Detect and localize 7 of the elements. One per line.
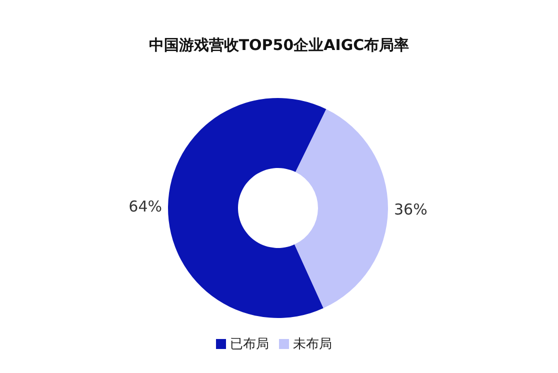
donut-slice bbox=[294, 109, 388, 308]
donut-slice bbox=[168, 98, 326, 318]
data-label: 64% bbox=[128, 197, 162, 216]
legend-label: 已布局 bbox=[230, 337, 269, 352]
chart-title: 中国游戏营收TOP50企业AIGC布局率 bbox=[148, 36, 410, 55]
data-label: 36% bbox=[394, 200, 428, 219]
legend-label: 未布局 bbox=[293, 337, 332, 352]
